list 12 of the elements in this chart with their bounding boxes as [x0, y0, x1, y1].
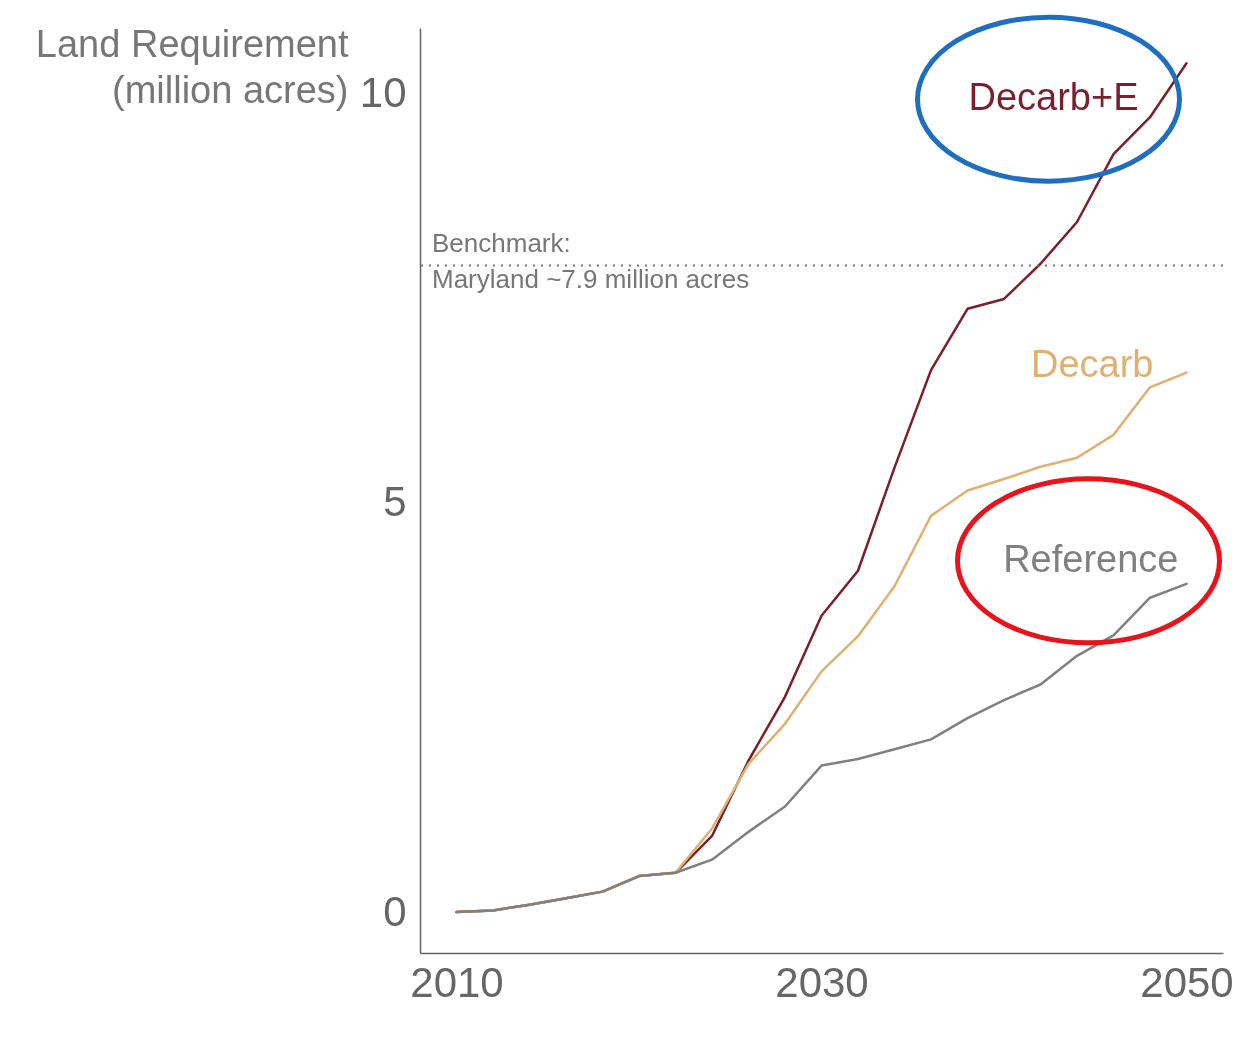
series-label: Decarb+E [968, 76, 1139, 119]
ref-line-label: Benchmark: Maryland ~7.9 million acres [432, 228, 750, 295]
y-tick-label: 10 [359, 68, 407, 116]
x-tick-label: 2050 [1140, 958, 1234, 1006]
y-tick-label: 5 [383, 478, 407, 526]
y-tick-label: 0 [383, 887, 407, 935]
series-label: Decarb [1031, 342, 1154, 385]
series-label: Reference [1003, 537, 1179, 580]
y-axis-title: Land Requirement (million acres) [35, 22, 349, 111]
x-tick-label: 2030 [775, 958, 869, 1006]
line-series [455, 582, 1188, 914]
x-tick-label: 2010 [410, 958, 504, 1006]
